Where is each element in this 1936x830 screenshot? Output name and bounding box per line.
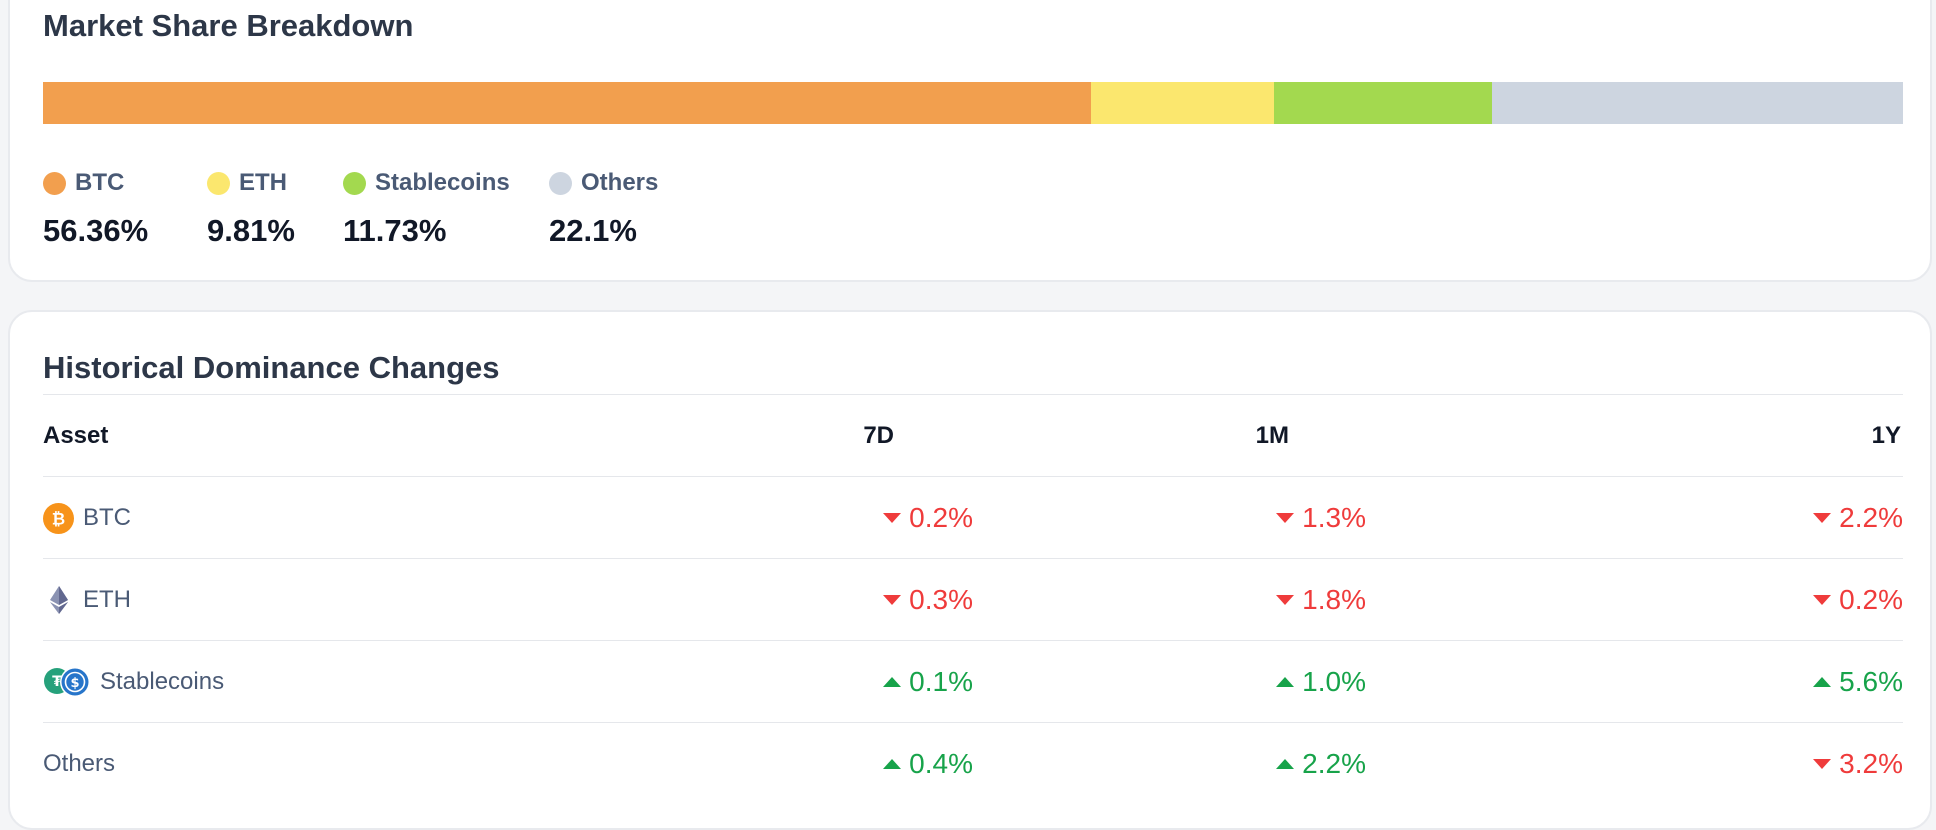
trend-arrow-icon [883, 513, 902, 523]
change-value: 0.2% [909, 502, 973, 533]
change-1y: 0.2% [1813, 560, 1903, 640]
market-share-bar [43, 82, 1903, 124]
svg-text:₮: ₮ [52, 674, 62, 690]
change-1y: 3.2% [1813, 724, 1903, 804]
change-7d: 0.4% [883, 724, 973, 804]
market-share-card: Market Share Breakdown BTC 56.36% ETH 9.… [8, 0, 1932, 282]
svg-text:$: $ [70, 676, 79, 691]
change-value: 1.8% [1302, 584, 1366, 615]
asset-name: Stablecoins [100, 668, 225, 695]
change-value: 5.6% [1839, 666, 1903, 697]
change-value: 0.4% [909, 748, 973, 779]
table-row-stablecoins[interactable]: ₮ $ Stablecoins 0.1% 1.0% 5.6% [43, 642, 1903, 722]
change-value: 1.0% [1302, 666, 1366, 697]
trend-arrow-icon [1276, 513, 1295, 523]
legend-label: Stablecoins [375, 169, 510, 196]
asset-name: BTC [83, 504, 131, 531]
asset-cell: ETH [43, 560, 131, 640]
trend-arrow-icon [883, 759, 902, 769]
trend-arrow-icon [1813, 759, 1832, 769]
change-7d: 0.3% [883, 560, 973, 640]
change-1m: 1.3% [1276, 478, 1366, 558]
share-segment-stablecoins [1273, 82, 1492, 124]
stablecoins-icon: ₮ $ [43, 666, 91, 698]
table-row-eth[interactable]: ETH 0.3% 1.8% 0.2% [43, 560, 1903, 640]
trend-arrow-icon [883, 595, 902, 605]
trend-arrow-icon [883, 677, 902, 687]
asset-name: Others [43, 750, 116, 777]
change-value: 0.2% [1839, 584, 1903, 615]
change-value: 0.3% [909, 584, 973, 615]
legend-value: 22.1% [549, 213, 637, 248]
legend-value: 56.36% [43, 213, 149, 248]
asset-name: ETH [83, 586, 131, 613]
change-1m: 1.8% [1276, 560, 1366, 640]
table-row-others[interactable]: Others 0.4% 2.2% 3.2% [43, 724, 1903, 804]
change-1m: 2.2% [1276, 724, 1366, 804]
legend-item-eth: ETH 9.81% [207, 168, 295, 249]
change-value: 0.1% [909, 666, 973, 697]
divider [43, 476, 1903, 477]
trend-arrow-icon [1813, 595, 1832, 605]
bitcoin-icon: ₿ [43, 502, 74, 534]
legend-item-others: Others 22.1% [549, 168, 658, 249]
column-header-7d[interactable]: 7D [863, 422, 894, 449]
legend-value: 11.73% [343, 213, 447, 248]
legend-value: 9.81% [207, 213, 295, 248]
change-1y: 2.2% [1813, 478, 1903, 558]
change-7d: 0.2% [883, 478, 973, 558]
column-header-asset[interactable]: Asset [43, 422, 109, 449]
legend-dot-others [549, 171, 572, 195]
change-value: 2.2% [1839, 502, 1903, 533]
legend-item-btc: BTC 56.36% [43, 168, 148, 249]
legend-label: ETH [239, 169, 287, 196]
change-value: 2.2% [1302, 748, 1366, 779]
divider [43, 558, 1903, 559]
asset-cell: ₮ $ Stablecoins [43, 642, 224, 722]
share-segment-btc [43, 82, 1092, 124]
trend-arrow-icon [1276, 677, 1295, 687]
trend-arrow-icon [1813, 677, 1832, 687]
historical-dominance-title: Historical Dominance Changes [43, 350, 500, 385]
change-value: 3.2% [1839, 748, 1903, 779]
legend-dot-btc [43, 171, 66, 195]
legend-label: BTC [75, 169, 125, 196]
legend-label: Others [581, 169, 659, 196]
historical-dominance-card: Historical Dominance Changes Asset 7D 1M… [8, 310, 1932, 830]
share-segment-eth [1091, 82, 1274, 124]
trend-arrow-icon [1276, 595, 1295, 605]
divider [43, 394, 1903, 395]
legend-item-stablecoins: Stablecoins 11.73% [343, 168, 510, 249]
svg-text:₿: ₿ [52, 509, 65, 528]
ethereum-icon [43, 586, 74, 614]
divider [43, 722, 1903, 723]
share-segment-others [1491, 82, 1903, 124]
legend-dot-eth [207, 171, 230, 195]
change-1y: 5.6% [1813, 642, 1903, 722]
divider [43, 640, 1903, 641]
column-header-1m[interactable]: 1M [1255, 422, 1289, 449]
table-row-btc[interactable]: ₿ BTC 0.2% 1.3% 2.2% [43, 478, 1903, 558]
legend-dot-stablecoins [343, 171, 366, 195]
change-7d: 0.1% [883, 642, 973, 722]
market-share-title: Market Share Breakdown [43, 8, 414, 43]
trend-arrow-icon [1813, 513, 1832, 523]
column-header-1y[interactable]: 1Y [1871, 422, 1901, 449]
trend-arrow-icon [1276, 759, 1295, 769]
change-value: 1.3% [1302, 502, 1366, 533]
asset-cell: ₿ BTC [43, 478, 131, 558]
asset-cell: Others [43, 724, 115, 804]
change-1m: 1.0% [1276, 642, 1366, 722]
